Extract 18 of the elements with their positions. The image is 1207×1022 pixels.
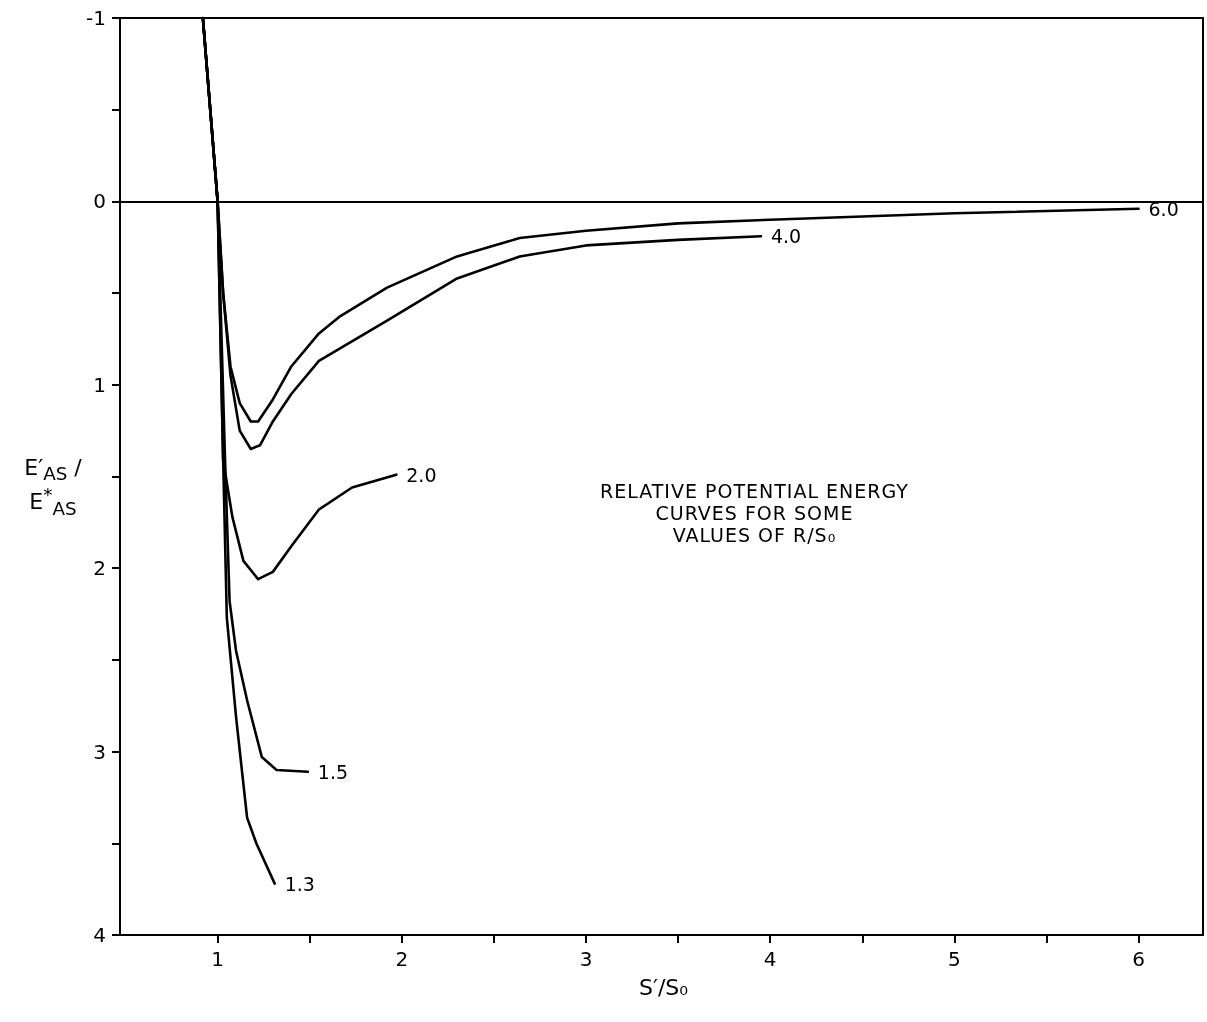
x-tick-label: 6 [1132,947,1145,971]
series-label: 4.0 [770,225,802,248]
x-tick-label: 5 [947,947,961,971]
y-tick-label: 2 [93,556,106,581]
y-tick-label: 0 [93,189,106,214]
y-tick-label: 4 [93,923,106,947]
series-label: 2.0 [406,463,437,486]
x-tick-label: 1 [211,947,224,971]
y-tick-label: 3 [93,739,106,764]
series-label: 1.3 [284,872,315,895]
x-tick-label: 4 [763,947,777,971]
x-tick-label: 3 [579,947,593,971]
y-tick-label: -1 [86,6,106,30]
series-label: 1.5 [317,760,349,783]
y-tick-label: 1 [93,372,106,397]
x-axis-title: S′/S₀ [637,975,690,1000]
x-tick-label: 2 [395,947,409,971]
annotation: RELATIVE POTENTIAL ENERGY CURVES FOR SOME VALUES OF R/S₀ [600,480,909,546]
